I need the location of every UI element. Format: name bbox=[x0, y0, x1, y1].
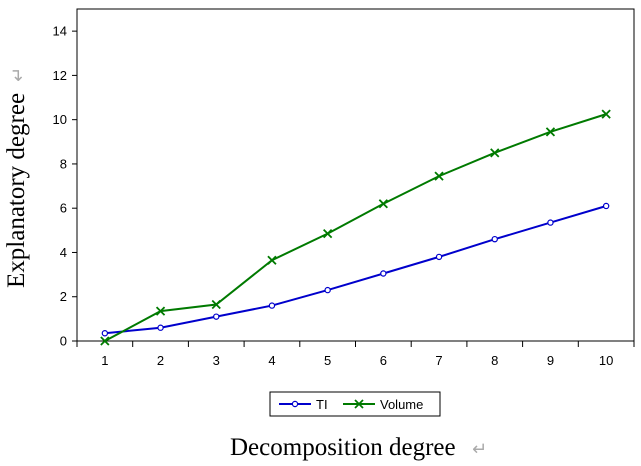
plot-area bbox=[76, 8, 635, 342]
data-point-volume bbox=[211, 299, 221, 310]
data-point-ti bbox=[157, 324, 164, 331]
legend-label-volume: Volume bbox=[380, 397, 423, 412]
series-layer bbox=[100, 109, 611, 346]
data-point-ti bbox=[213, 313, 220, 320]
y-title-paragraph-mark: ↵ bbox=[8, 67, 29, 82]
x-tick-label: 1 bbox=[101, 353, 108, 368]
x-tick-label: 2 bbox=[157, 353, 164, 368]
data-point-volume bbox=[434, 171, 444, 181]
data-point-volume bbox=[267, 255, 277, 265]
data-point-ti bbox=[380, 270, 387, 277]
data-point-volume bbox=[545, 127, 556, 137]
y-tick-label: 6 bbox=[60, 201, 67, 216]
x-tick-label: 9 bbox=[547, 353, 554, 368]
series-line-ti bbox=[104, 205, 607, 335]
legend-marker-volume bbox=[354, 399, 364, 409]
data-point-volume bbox=[155, 306, 166, 316]
legend-marker-ti bbox=[291, 400, 299, 408]
legend: TI Volume bbox=[269, 391, 441, 417]
data-point-ti bbox=[324, 286, 331, 294]
data-point-ti bbox=[101, 330, 109, 337]
x-axis: 1 2 3 4 5 6 7 8 9 10 bbox=[76, 341, 635, 368]
y-tick-label: 8 bbox=[60, 156, 67, 171]
x-tick-label: 7 bbox=[435, 353, 442, 368]
y-tick-label: 10 bbox=[53, 112, 67, 127]
x-title-paragraph-mark: ↵ bbox=[472, 439, 487, 460]
x-tick-label: 4 bbox=[268, 353, 275, 368]
x-tick-label: 3 bbox=[213, 353, 220, 368]
data-point-ti bbox=[491, 235, 498, 243]
data-point-volume bbox=[323, 229, 333, 239]
data-point-ti bbox=[547, 219, 554, 226]
x-axis-title: Decomposition degree bbox=[230, 434, 456, 461]
y-axis: 0 2 4 6 8 10 12 14 bbox=[53, 24, 77, 349]
data-point-volume bbox=[100, 336, 110, 346]
data-point-volume bbox=[490, 148, 500, 158]
y-tick-label: 0 bbox=[60, 334, 67, 349]
y-tick-label: 4 bbox=[60, 245, 67, 260]
y-axis-title: Explanatory degree bbox=[3, 93, 30, 288]
data-point-ti bbox=[268, 302, 276, 309]
y-tick-label: 12 bbox=[53, 68, 67, 83]
x-tick-label: 8 bbox=[491, 353, 498, 368]
series-line-volume bbox=[104, 113, 607, 342]
x-tick-label: 5 bbox=[324, 353, 331, 368]
data-point-volume bbox=[601, 109, 611, 119]
y-tick-label: 2 bbox=[60, 289, 67, 304]
legend-label-ti: TI bbox=[316, 397, 328, 412]
y-tick-label: 14 bbox=[53, 24, 67, 39]
x-tick-label: 6 bbox=[380, 353, 387, 368]
data-point-volume bbox=[378, 199, 388, 209]
x-tick-label: 10 bbox=[599, 353, 613, 368]
data-point-ti bbox=[435, 253, 443, 261]
series-volume bbox=[100, 109, 611, 346]
data-point-ti bbox=[602, 202, 610, 210]
series-ti bbox=[101, 202, 610, 337]
